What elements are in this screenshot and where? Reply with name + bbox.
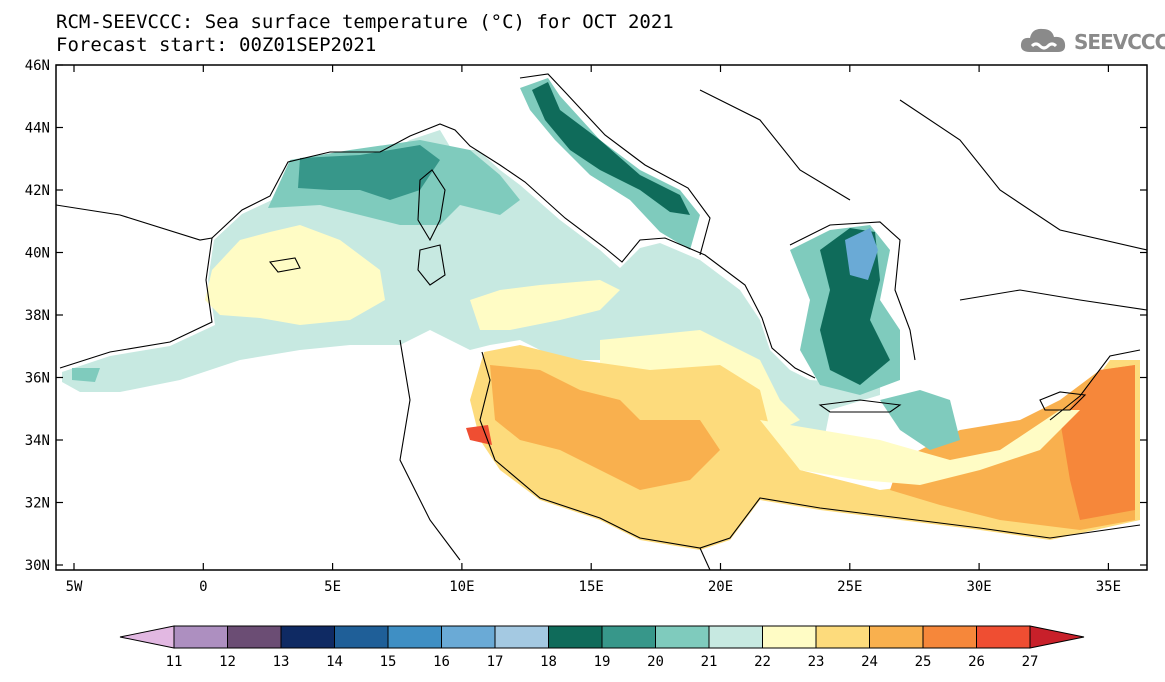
colorbar-box bbox=[334, 625, 389, 649]
lon-label: 5E bbox=[324, 579, 341, 595]
gulf-of-lion-19 bbox=[298, 145, 440, 200]
lon-label: 15E bbox=[579, 579, 604, 595]
balearic-23 bbox=[205, 225, 385, 325]
lat-axis: 46N 44N 42N 40N 38N 36N 34N 32N 30N bbox=[25, 58, 1147, 574]
adriatic-18 bbox=[532, 82, 690, 215]
colorbar-label: 18 bbox=[540, 654, 557, 670]
lat-label: 38N bbox=[25, 308, 50, 324]
lat-label: 30N bbox=[25, 558, 50, 574]
colorbar-label: 26 bbox=[968, 654, 985, 670]
colorbar-label: 13 bbox=[273, 654, 290, 670]
colorbar-box bbox=[708, 625, 763, 649]
colorbar-box bbox=[173, 625, 228, 649]
colorbar-box bbox=[922, 625, 977, 649]
lat-label: 32N bbox=[25, 496, 50, 512]
colorbar-label: 16 bbox=[433, 654, 450, 670]
sst-map: 46N 44N 42N 40N 38N 36N 34N 32N 30N 5W 0 5E 10E 15E 2… bbox=[25, 58, 1148, 595]
aegean-18 bbox=[820, 228, 890, 385]
lon-label: 5W bbox=[66, 579, 83, 595]
colorbar-left-arrow bbox=[119, 625, 175, 649]
coastlines bbox=[56, 73, 1147, 570]
gulf-of-gabes-26 bbox=[466, 425, 492, 445]
levant-26 bbox=[1060, 365, 1135, 520]
eastern-23 bbox=[760, 410, 1080, 485]
aegean-17 bbox=[845, 228, 878, 280]
colorbar-label: 21 bbox=[701, 654, 718, 670]
lat-label: 34N bbox=[25, 433, 50, 449]
colorbar-box bbox=[548, 625, 603, 649]
colorbar-label: 14 bbox=[326, 654, 343, 670]
logo-text: SEEVCCC bbox=[1074, 30, 1165, 54]
lon-label: 0 bbox=[199, 579, 207, 595]
colorbar-box bbox=[976, 625, 1031, 649]
sicily-channel-23 bbox=[470, 280, 620, 330]
cloud-icon bbox=[1020, 28, 1066, 52]
lat-label: 36N bbox=[25, 371, 50, 387]
colorbar-right-arrow bbox=[1029, 625, 1085, 649]
colorbar-label: 23 bbox=[808, 654, 825, 670]
lat-label: 42N bbox=[25, 183, 50, 199]
lon-axis: 5W 0 5E 10E 15E 20E 25E 30E 35E bbox=[66, 65, 1121, 595]
map-title: RCM-SEEVCCC: Sea surface temperature (°C… bbox=[56, 11, 674, 33]
lat-label: 40N bbox=[25, 246, 50, 262]
colorbar-box bbox=[655, 625, 710, 649]
colorbar-box bbox=[494, 625, 549, 649]
lon-label: 20E bbox=[708, 579, 733, 595]
colorbar-label: 15 bbox=[380, 654, 397, 670]
colorbar-label: 22 bbox=[754, 654, 771, 670]
forecast-start-subtitle: Forecast start: 00Z01SEP2021 bbox=[56, 34, 377, 56]
seevccc-logo: SEEVCCC bbox=[1018, 24, 1165, 58]
sst-field bbox=[56, 73, 1147, 570]
lat-label: 46N bbox=[25, 58, 50, 74]
colorbar-box bbox=[227, 625, 282, 649]
colorbar-label: 19 bbox=[594, 654, 611, 670]
colorbar-box bbox=[280, 625, 335, 649]
lon-label: 25E bbox=[837, 579, 862, 595]
colorbar-label: 24 bbox=[861, 654, 878, 670]
colorbar-label: 20 bbox=[647, 654, 664, 670]
colorbar-label: 25 bbox=[915, 654, 932, 670]
colorbar-box bbox=[387, 625, 442, 649]
alboran-20 bbox=[72, 368, 100, 382]
lat-label: 44N bbox=[25, 121, 50, 137]
colorbar-box bbox=[762, 625, 817, 649]
lon-label: 30E bbox=[966, 579, 991, 595]
colorbar-box bbox=[815, 625, 870, 649]
colorbar-box bbox=[441, 625, 496, 649]
colorbar-label: 12 bbox=[219, 654, 236, 670]
map-frame bbox=[55, 64, 1148, 571]
colorbar-label: 17 bbox=[487, 654, 504, 670]
colorbar-box bbox=[601, 625, 656, 649]
lon-label: 35E bbox=[1096, 579, 1121, 595]
south-belt-25 bbox=[490, 365, 720, 490]
colorbar-box bbox=[869, 625, 924, 649]
lon-label: 10E bbox=[449, 579, 474, 595]
colorbar-label: 11 bbox=[166, 654, 183, 670]
colorbar-label: 27 bbox=[1022, 654, 1039, 670]
